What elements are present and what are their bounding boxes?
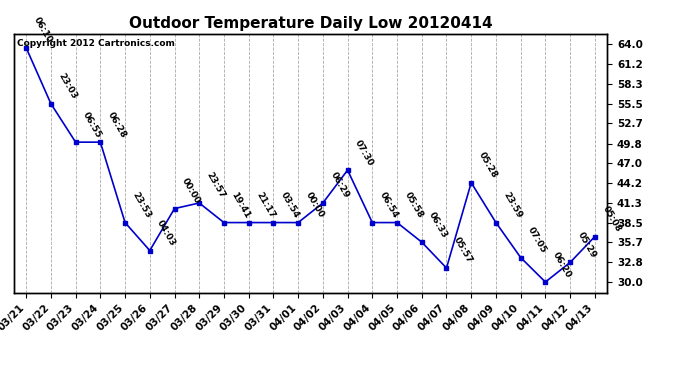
Text: 06:54: 06:54 bbox=[378, 190, 400, 220]
Text: 03:54: 03:54 bbox=[279, 190, 301, 220]
Text: 06:10: 06:10 bbox=[32, 16, 54, 45]
Text: 07:30: 07:30 bbox=[353, 138, 375, 167]
Text: 21:17: 21:17 bbox=[254, 190, 277, 220]
Text: 06:28: 06:28 bbox=[106, 110, 128, 140]
Text: 04:03: 04:03 bbox=[155, 219, 177, 248]
Text: 05:28: 05:28 bbox=[477, 151, 499, 180]
Text: 05:57: 05:57 bbox=[452, 236, 474, 265]
Text: 06:55: 06:55 bbox=[81, 110, 104, 140]
Text: Copyright 2012 Cartronics.com: Copyright 2012 Cartronics.com bbox=[17, 39, 175, 48]
Text: 06:20: 06:20 bbox=[551, 250, 573, 279]
Text: 05:29: 05:29 bbox=[575, 230, 598, 260]
Text: 23:03: 23:03 bbox=[57, 72, 79, 101]
Text: 23:53: 23:53 bbox=[130, 190, 152, 220]
Text: 00:00: 00:00 bbox=[304, 191, 326, 220]
Text: 00:00: 00:00 bbox=[180, 177, 202, 206]
Text: 06:33: 06:33 bbox=[427, 210, 449, 239]
Text: 05:58: 05:58 bbox=[402, 190, 424, 220]
Text: 07:05: 07:05 bbox=[526, 226, 549, 255]
Title: Outdoor Temperature Daily Low 20120414: Outdoor Temperature Daily Low 20120414 bbox=[129, 16, 492, 31]
Text: 06:29: 06:29 bbox=[328, 171, 351, 200]
Text: 23:57: 23:57 bbox=[205, 171, 227, 200]
Text: 23:59: 23:59 bbox=[502, 190, 524, 220]
Text: 05:08: 05:08 bbox=[600, 205, 622, 234]
Text: 19:41: 19:41 bbox=[230, 190, 252, 220]
